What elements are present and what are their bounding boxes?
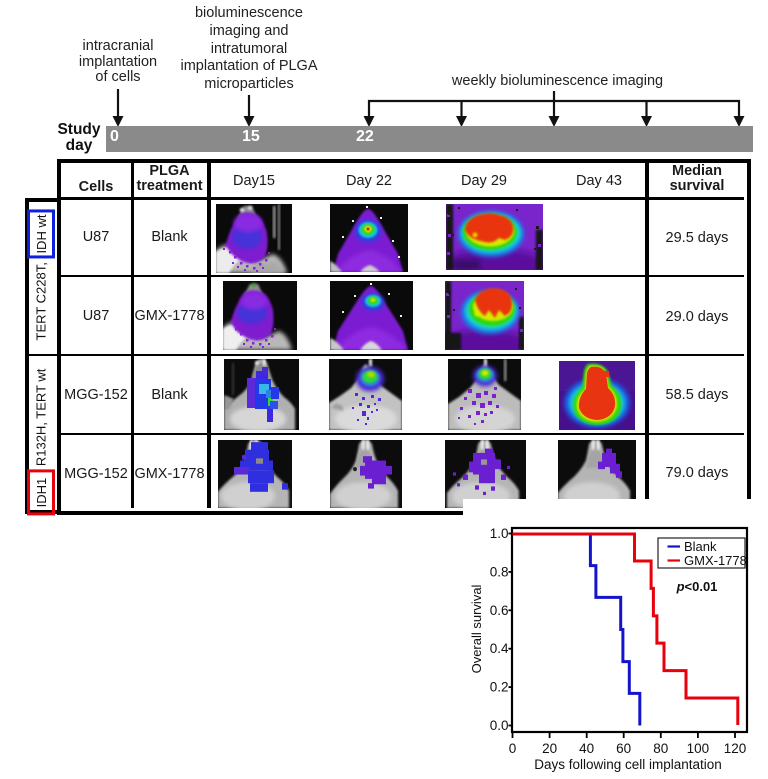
svg-text:0.6: 0.6 — [490, 603, 509, 618]
svg-text:0.0: 0.0 — [490, 718, 509, 733]
svg-text:0.2: 0.2 — [490, 680, 509, 695]
svg-text:GMX-1778: GMX-1778 — [684, 553, 747, 568]
svg-text:120: 120 — [724, 741, 747, 756]
svg-text:0.8: 0.8 — [490, 564, 509, 579]
svg-text:Blank: Blank — [684, 539, 717, 554]
svg-text:0.4: 0.4 — [490, 641, 509, 656]
svg-text:60: 60 — [616, 741, 631, 756]
svg-text:40: 40 — [579, 741, 594, 756]
svg-text:100: 100 — [687, 741, 710, 756]
svg-text:80: 80 — [653, 741, 668, 756]
svg-text:0: 0 — [509, 741, 517, 756]
svg-text:Overall survival: Overall survival — [469, 584, 484, 673]
svg-text:20: 20 — [542, 741, 557, 756]
svg-text:p<0.01: p<0.01 — [676, 579, 718, 594]
svg-text:1.0: 1.0 — [490, 526, 509, 541]
svg-text:Days following cell implantati: Days following cell implantation — [534, 757, 722, 772]
